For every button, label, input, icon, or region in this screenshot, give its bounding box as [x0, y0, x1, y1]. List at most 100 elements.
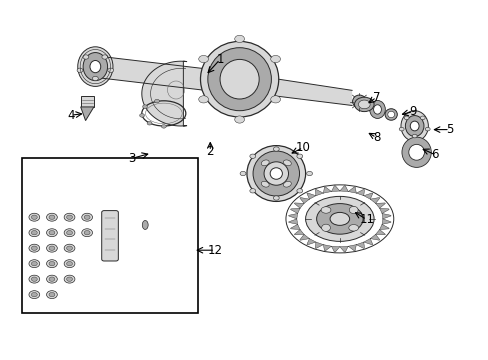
Polygon shape [294, 203, 304, 208]
Ellipse shape [207, 48, 271, 111]
Polygon shape [375, 230, 385, 235]
Circle shape [425, 127, 429, 131]
Ellipse shape [200, 41, 278, 117]
Ellipse shape [220, 59, 259, 99]
Polygon shape [273, 78, 351, 105]
Circle shape [77, 68, 83, 72]
Circle shape [29, 213, 40, 221]
Circle shape [31, 292, 37, 297]
Ellipse shape [43, 175, 71, 189]
Circle shape [411, 134, 416, 138]
Ellipse shape [348, 225, 358, 231]
Ellipse shape [373, 105, 381, 114]
Ellipse shape [90, 60, 101, 73]
Circle shape [31, 277, 37, 281]
Ellipse shape [283, 160, 291, 166]
Circle shape [104, 285, 122, 298]
Polygon shape [356, 242, 364, 248]
Circle shape [120, 256, 142, 271]
Circle shape [87, 197, 104, 210]
Circle shape [270, 55, 280, 63]
Circle shape [66, 230, 72, 235]
Ellipse shape [321, 207, 330, 213]
FancyBboxPatch shape [102, 211, 118, 261]
Text: 3: 3 [128, 152, 136, 165]
Circle shape [66, 277, 72, 281]
Polygon shape [315, 242, 323, 248]
Polygon shape [306, 239, 315, 245]
Polygon shape [315, 189, 323, 196]
Circle shape [49, 230, 55, 235]
Circle shape [66, 246, 72, 250]
Ellipse shape [348, 206, 357, 213]
Circle shape [273, 196, 279, 200]
Polygon shape [81, 107, 94, 121]
Polygon shape [356, 189, 364, 196]
Polygon shape [331, 186, 339, 192]
Circle shape [46, 213, 57, 221]
Polygon shape [288, 219, 297, 224]
Circle shape [46, 244, 57, 252]
Circle shape [154, 99, 159, 103]
Polygon shape [347, 245, 356, 251]
Circle shape [64, 244, 75, 252]
Circle shape [55, 229, 66, 237]
Circle shape [147, 121, 152, 125]
Circle shape [83, 55, 89, 59]
Circle shape [84, 215, 90, 219]
Ellipse shape [321, 224, 330, 231]
Ellipse shape [387, 111, 394, 118]
Text: 12: 12 [207, 244, 222, 257]
Ellipse shape [385, 109, 397, 120]
Circle shape [64, 213, 75, 221]
Polygon shape [339, 186, 347, 192]
Ellipse shape [369, 100, 385, 118]
Ellipse shape [246, 145, 305, 201]
Circle shape [234, 116, 244, 123]
Ellipse shape [408, 144, 424, 160]
Ellipse shape [329, 212, 349, 225]
Circle shape [31, 215, 37, 219]
Polygon shape [363, 239, 372, 245]
Circle shape [198, 96, 208, 103]
Ellipse shape [283, 181, 291, 187]
Circle shape [51, 291, 70, 305]
Ellipse shape [48, 177, 66, 186]
Ellipse shape [142, 220, 148, 229]
Circle shape [46, 291, 57, 298]
Circle shape [249, 189, 255, 193]
Circle shape [198, 55, 208, 63]
Circle shape [107, 68, 113, 72]
Polygon shape [290, 208, 300, 213]
Circle shape [29, 260, 40, 267]
Circle shape [66, 261, 72, 266]
Text: 7: 7 [372, 91, 380, 104]
Text: 9: 9 [408, 105, 416, 118]
Circle shape [46, 275, 57, 283]
Polygon shape [369, 234, 379, 240]
Circle shape [404, 116, 408, 120]
Circle shape [306, 171, 312, 176]
Circle shape [49, 292, 55, 297]
Ellipse shape [261, 181, 268, 187]
Polygon shape [306, 193, 315, 199]
Circle shape [29, 275, 40, 283]
Bar [22, 158, 198, 313]
Polygon shape [363, 193, 372, 199]
Circle shape [358, 100, 369, 109]
Text: 4: 4 [67, 109, 75, 122]
Circle shape [29, 291, 40, 298]
Ellipse shape [352, 95, 366, 108]
Circle shape [273, 147, 279, 151]
Circle shape [270, 96, 280, 103]
Text: 1: 1 [216, 53, 224, 66]
Circle shape [140, 114, 144, 117]
Polygon shape [331, 246, 339, 252]
Circle shape [51, 225, 70, 240]
Circle shape [84, 230, 90, 235]
Ellipse shape [83, 53, 107, 81]
Polygon shape [381, 213, 390, 219]
Circle shape [92, 76, 98, 81]
Circle shape [249, 154, 255, 158]
Text: 10: 10 [295, 141, 310, 154]
